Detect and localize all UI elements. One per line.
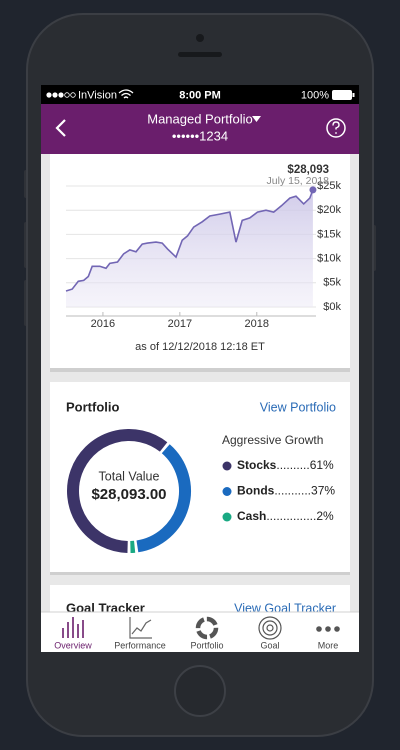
goal-icon[interactable]	[258, 616, 282, 640]
dropdown-caret[interactable]	[252, 116, 261, 122]
tab-labels: Overview Performance Portfolio Goal More	[54, 640, 338, 650]
y-tick-label: $20k	[317, 204, 341, 216]
total-value-label: Total Value	[99, 469, 160, 483]
performance-chart: $0k $5k $10k $15k $20k $25k 2016 2017 2018 $28,09…	[65, 164, 341, 330]
x-tick-label: 2016	[91, 318, 115, 330]
signal-dot	[46, 92, 52, 98]
legend-entry: Stocks..........61%	[237, 458, 334, 472]
allocation-donut	[67, 429, 191, 553]
icon-dot	[334, 626, 340, 632]
nav-header	[41, 104, 359, 154]
battery-level: 100%	[301, 89, 329, 101]
y-tick-label: $25k	[317, 180, 341, 192]
signal-dot	[58, 92, 64, 98]
clock: 8:00 PM	[179, 89, 221, 101]
signal	[46, 92, 76, 98]
tab-label[interactable]: Overview	[54, 640, 92, 650]
value-line	[65, 189, 314, 292]
icon-dot	[325, 626, 331, 632]
battery-icon	[332, 90, 352, 100]
y-tick-label: $10k	[317, 253, 341, 265]
chart-note: as of 12/12/2018 12:18 ET	[135, 341, 265, 353]
icon-ring	[258, 616, 282, 640]
legend-entry: Bonds...........37%	[237, 484, 335, 498]
signal-dot	[52, 92, 58, 98]
tab-label[interactable]: Portfolio	[190, 640, 223, 650]
battery-tip	[352, 93, 355, 97]
legend-swatch	[222, 461, 232, 471]
icon-axis	[129, 617, 152, 639]
help-glyph	[332, 121, 340, 130]
wifi-icon	[118, 89, 134, 99]
donut-segment	[136, 444, 191, 553]
legend-entry: Cash...............2%	[237, 509, 334, 523]
back-button[interactable]	[55, 119, 66, 137]
area-fill	[66, 189, 313, 307]
tab-label[interactable]: Goal	[260, 640, 279, 650]
signal-dot	[70, 92, 76, 98]
legend-name: Cash	[237, 509, 266, 523]
legend-value: ...........37%	[274, 484, 335, 498]
legend-value: ...............2%	[266, 509, 334, 523]
x-tick-label: 2017	[168, 318, 192, 330]
home-button[interactable]	[174, 665, 226, 717]
portfolio-icon[interactable]	[195, 616, 219, 640]
donut-segment	[67, 429, 168, 553]
icon-ring	[262, 620, 278, 636]
icon-dot	[316, 626, 322, 632]
status-bar	[41, 85, 359, 104]
more-icon[interactable]	[316, 626, 340, 632]
carrier: InVision	[78, 89, 117, 101]
header-title[interactable]: Managed Portfolio	[147, 111, 253, 126]
help-button[interactable]	[326, 118, 346, 138]
total-value: $28,093.00	[91, 486, 166, 503]
screen: $0k $5k $10k $15k $20k $25k 2016 2017 2018 $28,09…	[41, 85, 359, 652]
annotation-date: July 15, 2018	[267, 175, 330, 187]
legend-swatch	[222, 512, 232, 522]
overview-icon[interactable]	[62, 617, 84, 638]
card-shadow	[50, 368, 350, 372]
card-shadow	[50, 572, 350, 575]
legend: Stocks..........61%Bonds...........37%Ca…	[222, 458, 335, 523]
help-glyph	[335, 132, 337, 134]
performance-icon[interactable]	[129, 617, 152, 639]
legend-name: Bonds	[237, 484, 275, 498]
legend-value: ..........61%	[276, 458, 334, 472]
icon-line	[131, 619, 152, 635]
y-tick-label: $5k	[323, 277, 341, 289]
legend-swatch	[222, 487, 232, 496]
tab-label[interactable]: More	[318, 640, 339, 650]
tab-label[interactable]: Performance	[114, 640, 166, 650]
view-portfolio-link[interactable]: View Portfolio	[260, 400, 336, 414]
annotation-value: $28,093	[287, 164, 329, 176]
signal-dot	[64, 92, 70, 98]
x-tick-label: 2018	[245, 318, 269, 330]
latest-point	[309, 186, 317, 194]
legend-name: Stocks	[237, 458, 277, 472]
account-number: ••••••1234	[172, 128, 228, 143]
speaker	[178, 52, 222, 57]
card-title: Portfolio	[66, 399, 119, 414]
camera	[196, 34, 204, 42]
y-tick-label: $15k	[317, 228, 341, 240]
y-tick-label: $0k	[323, 301, 341, 313]
legend-title: Aggressive Growth	[222, 433, 323, 447]
icon-ring	[266, 624, 274, 632]
